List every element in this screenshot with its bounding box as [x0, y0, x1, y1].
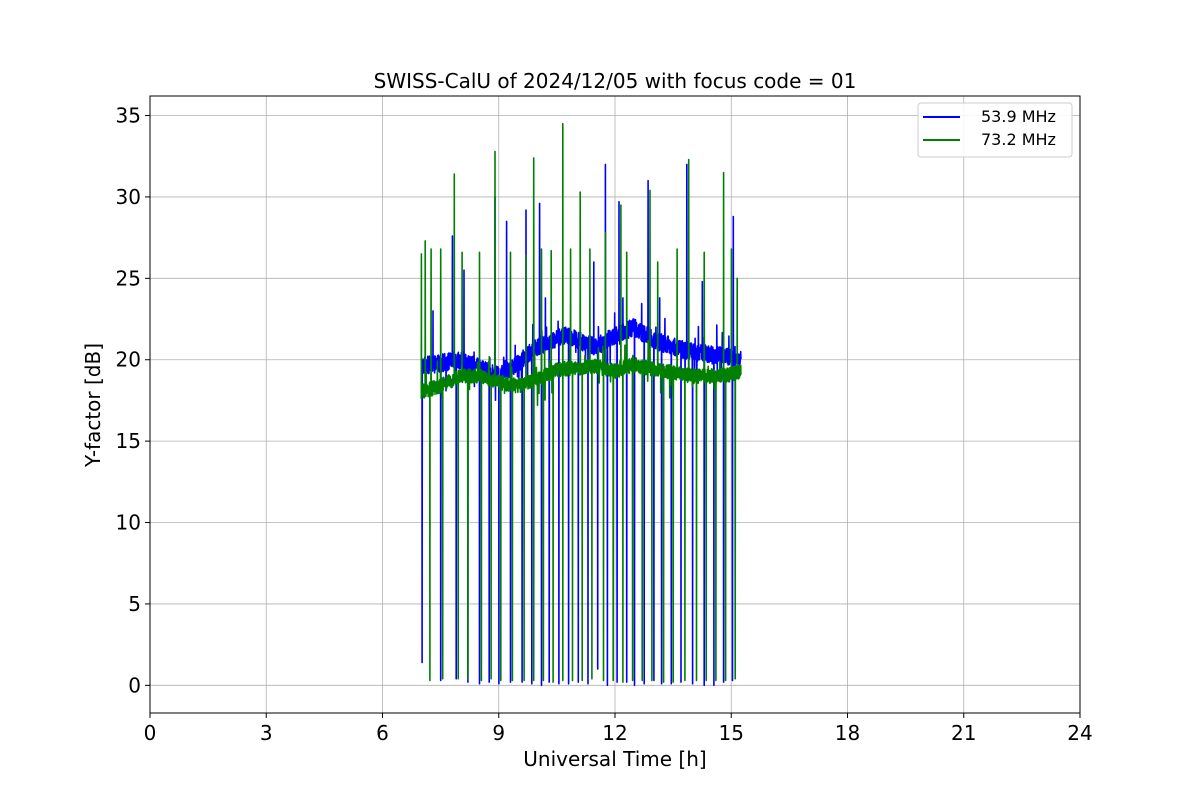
y-tick-label: 0 — [128, 673, 141, 697]
series-layer — [420, 122, 742, 687]
x-tick-label: 9 — [492, 721, 505, 745]
y-tick-label: 35 — [116, 104, 141, 128]
y-tick-label: 20 — [116, 348, 141, 372]
legend-label: 73.2 MHz — [981, 130, 1056, 149]
plot-frame — [149, 95, 1081, 714]
y-tick-label: 5 — [128, 592, 141, 616]
legend: 53.9 MHz 73.2 MHz — [917, 102, 1073, 158]
x-tick-label: 24 — [1067, 721, 1092, 745]
x-tick-label: 0 — [144, 721, 157, 745]
chart-title: SWISS-CalU of 2024/12/05 with focus code… — [374, 69, 857, 93]
x-tick-label: 15 — [719, 721, 744, 745]
y-tick-label: 25 — [116, 266, 141, 290]
x-tick-label: 21 — [951, 721, 976, 745]
axes-layer: 0 3 6 9 12 15 18 21 24 0 5 10 15 20 25 30 35 — [116, 95, 1093, 745]
y-tick-label: 15 — [116, 429, 141, 453]
legend-label: 53.9 MHz — [981, 107, 1056, 126]
series-line-0 — [420, 163, 742, 687]
series-line-1 — [420, 122, 742, 683]
x-tick-label: 12 — [602, 721, 627, 745]
x-tick-label: 3 — [260, 721, 273, 745]
y-axis-label: Y-factor [dB] — [81, 343, 105, 468]
x-tick-label: 6 — [376, 721, 389, 745]
y-tick-label: 10 — [116, 511, 141, 535]
y-tick-label: 30 — [116, 185, 141, 209]
x-tick-label: 18 — [835, 721, 860, 745]
x-axis-label: Universal Time [h] — [523, 747, 706, 771]
